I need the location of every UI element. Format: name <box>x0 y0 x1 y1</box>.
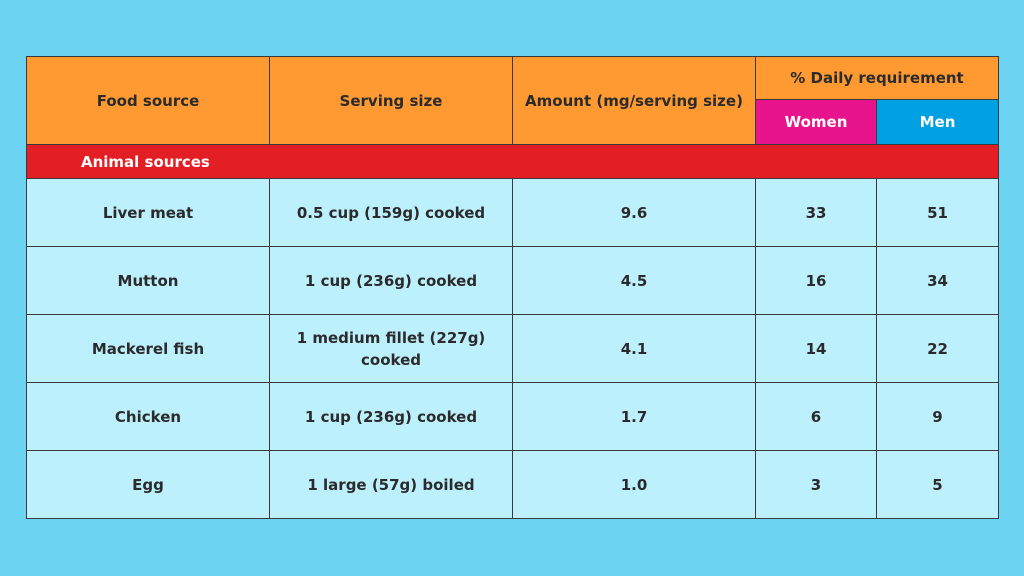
nutrition-table: Food source Serving size Amount (mg/serv… <box>26 56 999 519</box>
header-subrow: Women Men <box>27 99 999 145</box>
cell-men: 22 <box>876 314 999 383</box>
table-row: Mackerel fish 1 medium fillet (227g) coo… <box>26 314 999 383</box>
cell-food: Mackerel fish <box>26 314 270 383</box>
cell-men: 9 <box>876 382 999 451</box>
cell-men: 34 <box>876 246 999 315</box>
header-row: Food source Serving size Amount (mg/serv… <box>26 56 999 145</box>
cell-men: 5 <box>876 450 999 519</box>
table-row: Chicken 1 cup (236g) cooked 1.7 6 9 <box>26 382 999 451</box>
cell-amount: 1.7 <box>512 382 756 451</box>
cell-food: Mutton <box>26 246 270 315</box>
cell-amount: 4.5 <box>512 246 756 315</box>
cell-women: 16 <box>755 246 877 315</box>
cell-amount: 1.0 <box>512 450 756 519</box>
cell-food: Chicken <box>26 382 270 451</box>
cell-serving: 1 cup (236g) cooked <box>269 246 513 315</box>
cell-amount: 4.1 <box>512 314 756 383</box>
table-row: Liver meat 0.5 cup (159g) cooked 9.6 33 … <box>26 178 999 247</box>
section-row: Animal sources <box>26 144 999 179</box>
table-row: Egg 1 large (57g) boiled 1.0 3 5 <box>26 450 999 519</box>
header-women: Women <box>755 99 877 145</box>
cell-amount: 9.6 <box>512 178 756 247</box>
table-row: Mutton 1 cup (236g) cooked 4.5 16 34 <box>26 246 999 315</box>
section-title: Animal sources <box>26 144 999 179</box>
header-amount: Amount (mg/serving size) <box>512 56 756 145</box>
cell-food: Liver meat <box>26 178 270 247</box>
cell-men: 51 <box>876 178 999 247</box>
cell-serving: 1 cup (236g) cooked <box>269 382 513 451</box>
header-daily-requirement: % Daily requirement <box>755 56 999 100</box>
header-serving-size: Serving size <box>269 56 513 145</box>
cell-women: 6 <box>755 382 877 451</box>
cell-women: 33 <box>755 178 877 247</box>
header-men: Men <box>876 99 999 145</box>
cell-women: 3 <box>755 450 877 519</box>
cell-serving: 0.5 cup (159g) cooked <box>269 178 513 247</box>
header-food-source: Food source <box>26 56 270 145</box>
cell-serving: 1 medium fillet (227g) cooked <box>269 314 513 383</box>
cell-food: Egg <box>26 450 270 519</box>
cell-women: 14 <box>755 314 877 383</box>
cell-serving: 1 large (57g) boiled <box>269 450 513 519</box>
